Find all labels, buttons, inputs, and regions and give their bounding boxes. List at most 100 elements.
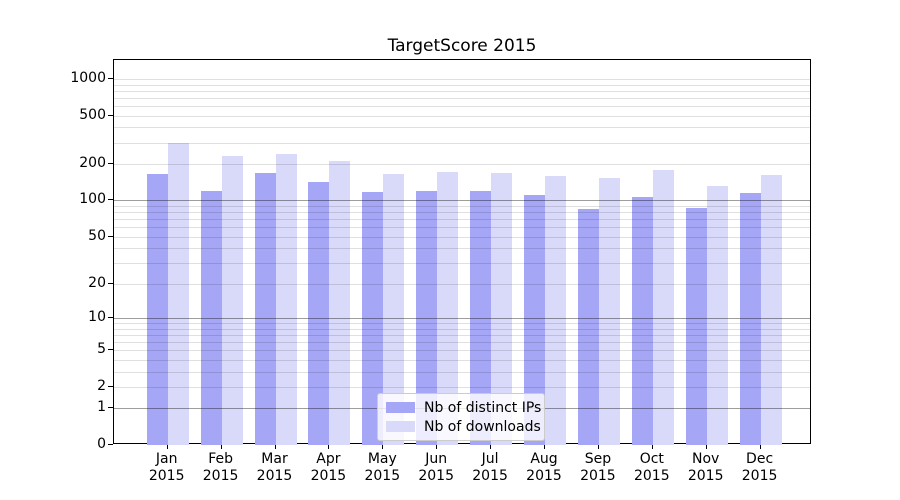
y-tick-label: 50 bbox=[88, 227, 106, 244]
gridline-minor bbox=[114, 84, 810, 86]
x-axis-tick bbox=[166, 445, 168, 449]
legend: Nb of distinct IPs Nb of downloads bbox=[377, 393, 545, 441]
gridline-minor bbox=[114, 248, 810, 250]
x-axis-tick bbox=[705, 445, 707, 449]
bar-downloads bbox=[491, 172, 513, 445]
x-tick-label: Feb 2015 bbox=[202, 451, 239, 484]
gridline-minor bbox=[114, 205, 810, 207]
bar-distinct-ips bbox=[577, 208, 599, 445]
bar-downloads bbox=[221, 155, 243, 445]
x-axis-tick bbox=[436, 445, 438, 449]
gridline-minor bbox=[114, 359, 810, 361]
gridline-minor bbox=[114, 341, 810, 343]
bar-distinct-ips bbox=[631, 197, 653, 445]
x-axis-tick bbox=[490, 445, 492, 449]
gridline-major bbox=[114, 317, 810, 319]
x-tick-label: Jun 2015 bbox=[418, 451, 454, 484]
gridline-minor bbox=[114, 283, 810, 285]
x-tick-label: Nov 2015 bbox=[687, 451, 724, 484]
bar-downloads bbox=[652, 169, 674, 445]
x-axis-tick bbox=[220, 445, 222, 449]
y-axis-tick bbox=[108, 407, 113, 409]
y-axis-tick bbox=[108, 163, 113, 164]
gridline-minor bbox=[114, 97, 810, 99]
bar-downloads bbox=[275, 154, 297, 445]
gridline-minor bbox=[114, 90, 810, 92]
x-tick-label: Apr 2015 bbox=[310, 451, 347, 484]
bar-downloads bbox=[760, 175, 782, 445]
chart-title: TargetScore 2015 bbox=[387, 36, 537, 56]
x-axis-tick bbox=[544, 445, 545, 449]
bar-distinct-ips bbox=[685, 207, 707, 445]
bar-downloads bbox=[167, 143, 189, 445]
x-tick-label: Mar 2015 bbox=[256, 451, 293, 484]
gridline-minor bbox=[114, 127, 810, 129]
bar-downloads bbox=[598, 177, 620, 445]
bar-distinct-ips bbox=[470, 190, 492, 445]
plot-area bbox=[113, 59, 811, 445]
legend-swatch-downloads bbox=[386, 421, 415, 432]
legend-item-downloads: Nb of downloads bbox=[386, 418, 541, 435]
x-tick-label: Sep 2015 bbox=[580, 451, 616, 484]
y-tick-label: 1000 bbox=[70, 69, 106, 86]
legend-label-downloads: Nb of downloads bbox=[424, 418, 541, 435]
y-tick-label: 500 bbox=[79, 106, 106, 123]
bar-downloads bbox=[437, 171, 459, 445]
y-axis-tick bbox=[108, 114, 113, 116]
bar-downloads bbox=[383, 174, 405, 445]
x-axis-tick bbox=[759, 445, 761, 449]
x-axis-tick bbox=[597, 445, 599, 449]
y-axis-tick bbox=[108, 444, 113, 445]
gridline-minor bbox=[114, 350, 810, 352]
gridline-major bbox=[114, 200, 810, 202]
y-axis-tick bbox=[108, 77, 113, 79]
gridline-minor bbox=[114, 371, 810, 373]
x-tick-label: Jan 2015 bbox=[148, 451, 185, 484]
x-axis-tick bbox=[274, 445, 276, 449]
y-tick-label: 0 bbox=[97, 436, 106, 452]
gridline-minor bbox=[114, 105, 810, 107]
bar-distinct-ips bbox=[308, 181, 330, 445]
bar-distinct-ips bbox=[200, 190, 222, 445]
y-tick-label: 1 bbox=[97, 399, 106, 416]
x-axis-tick bbox=[382, 445, 384, 449]
gridline-minor bbox=[114, 334, 810, 336]
bar-distinct-ips bbox=[146, 174, 168, 445]
y-axis-tick bbox=[108, 235, 113, 237]
gridline-minor bbox=[114, 236, 810, 238]
y-tick-label: 20 bbox=[88, 274, 106, 291]
gridline-minor bbox=[114, 328, 810, 330]
x-tick-label: Aug 2015 bbox=[526, 451, 562, 484]
y-tick-label: 100 bbox=[79, 191, 106, 208]
x-tick-label: Oct 2015 bbox=[633, 451, 670, 484]
gridline-minor bbox=[114, 142, 810, 144]
gridline-minor bbox=[114, 115, 810, 117]
y-axis-tick bbox=[108, 316, 113, 318]
gridline-minor bbox=[114, 323, 810, 324]
x-axis-tick bbox=[328, 445, 330, 449]
bar-distinct-ips bbox=[362, 191, 384, 445]
gridline-minor bbox=[114, 212, 810, 214]
y-tick-label: 200 bbox=[79, 155, 106, 171]
y-tick-label: 10 bbox=[88, 308, 106, 325]
legend-item-distinct-ips: Nb of distinct IPs bbox=[386, 399, 541, 416]
gridline-minor bbox=[114, 219, 810, 221]
legend-label-distinct-ips: Nb of distinct IPs bbox=[424, 399, 542, 416]
y-axis-tick bbox=[108, 282, 113, 284]
y-axis-tick bbox=[108, 385, 113, 387]
bar-downloads bbox=[329, 161, 351, 445]
y-tick-label: 5 bbox=[97, 341, 106, 358]
y-tick-label: 2 bbox=[97, 377, 106, 394]
bar-distinct-ips bbox=[416, 191, 438, 445]
x-tick-label: May 2015 bbox=[364, 451, 401, 484]
bar-downloads bbox=[545, 176, 566, 445]
x-axis-tick bbox=[651, 445, 653, 449]
gridline-minor bbox=[114, 227, 810, 229]
gridline-minor bbox=[114, 78, 810, 80]
bar-distinct-ips bbox=[739, 192, 761, 445]
legend-swatch-distinct-ips bbox=[386, 402, 415, 413]
y-axis-tick bbox=[108, 349, 113, 351]
y-axis-tick bbox=[108, 199, 113, 201]
bar-downloads bbox=[706, 185, 728, 445]
